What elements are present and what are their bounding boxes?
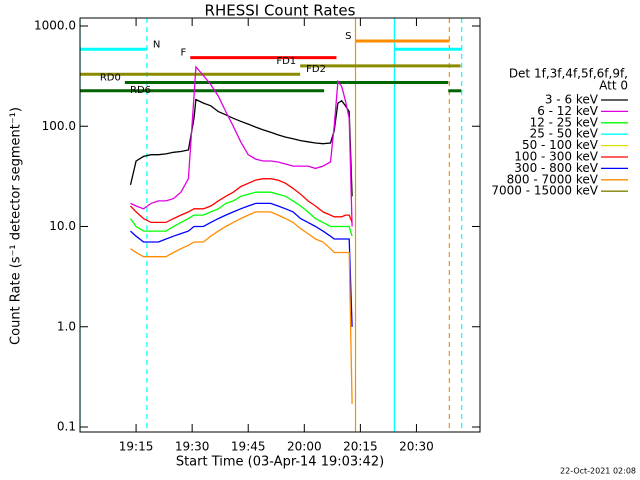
series-line [130, 178, 353, 224]
flag-label: F [181, 48, 187, 59]
flag-label: FD1 [276, 56, 296, 67]
legend-label: 100 - 300 keV [514, 150, 598, 164]
x-tick-label: 19:45 [231, 440, 266, 454]
y-tick-label: 1000.0 [34, 19, 76, 33]
x-tick-label: 19:15 [119, 440, 154, 454]
legend-label: 7000 - 15000 keV [491, 184, 598, 198]
footer-timestamp: 22-Oct-2021 02:08 [560, 467, 636, 476]
flag-label: RD0 [100, 73, 121, 84]
flag-label: N [153, 39, 160, 50]
series-line [130, 202, 353, 327]
series-line [129, 98, 353, 197]
legend-label: 50 - 100 keV [522, 138, 599, 152]
flag-label: RD6 [130, 85, 151, 96]
series-line [130, 65, 353, 227]
y-tick-label: 100.0 [42, 119, 76, 133]
y-tick-label: 0.1 [57, 420, 76, 434]
legend-label: 6 - 12 keV [537, 104, 599, 118]
legend-label: 300 - 800 keV [514, 161, 598, 175]
y-tick-label: 1.0 [57, 319, 76, 333]
plot-area [80, 18, 463, 432]
legend-label: 800 - 7000 keV [507, 172, 599, 186]
flag-label: S [345, 31, 351, 42]
legend-label: 12 - 25 keV [530, 115, 599, 129]
x-tick-label: 20:30 [399, 440, 434, 454]
legend-header: Att 0 [599, 79, 628, 93]
x-tick-label: 20:15 [343, 440, 378, 454]
x-axis-label: Start Time (03-Apr-14 19:03:42) [176, 455, 384, 470]
y-axis-label: Count Rate (s⁻¹ detector segment⁻¹) [9, 107, 24, 345]
x-tick-label: 19:30 [175, 440, 210, 454]
series-line [129, 191, 353, 237]
y-tick-label: 10.0 [49, 219, 76, 233]
series-line [130, 211, 353, 404]
plot-frame [79, 17, 481, 433]
x-tick-label: 20:00 [287, 440, 322, 454]
flag-label: FD2 [306, 64, 326, 75]
legend-label: 3 - 6 keV [545, 93, 599, 107]
chart-title: RHESSI Count Rates [205, 2, 356, 20]
legend-label: 25 - 50 keV [530, 127, 599, 141]
legend-header: Det 1f,3f,4f,5f,6f,9f, [509, 67, 628, 81]
